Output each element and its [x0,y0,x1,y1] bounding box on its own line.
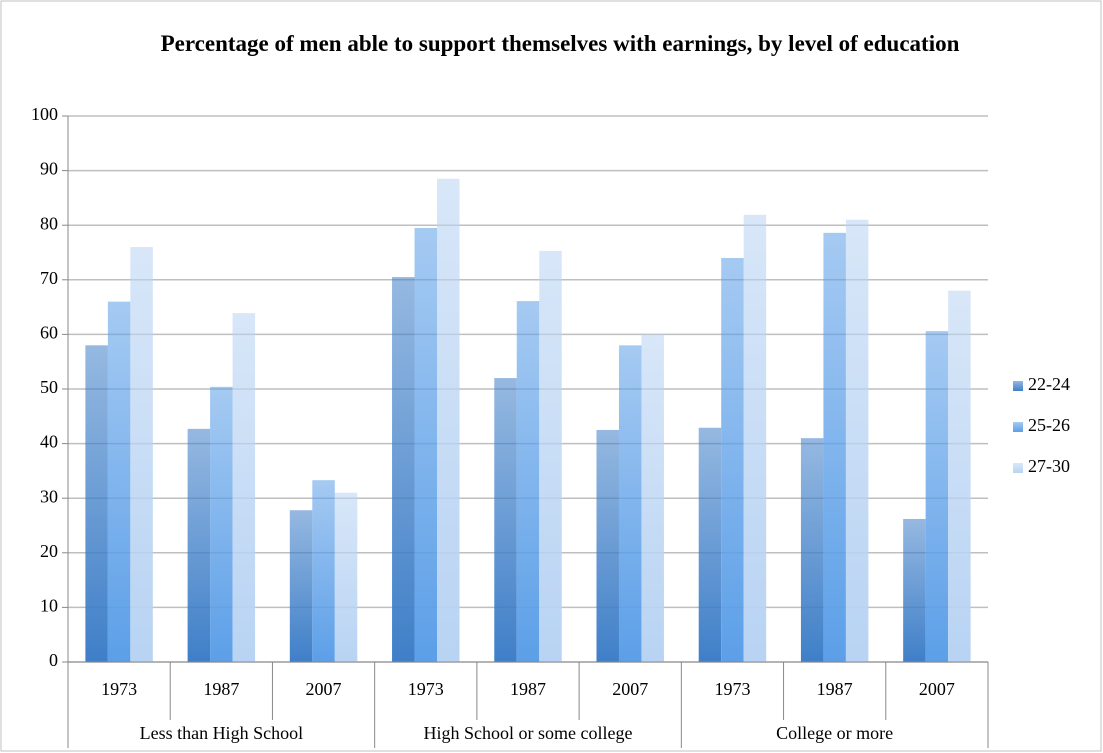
bar [948,290,971,662]
bar [539,250,562,662]
legend-label: 27-30 [1028,456,1070,476]
bar [130,247,153,663]
x-tick-label: 1973 [408,679,444,699]
legend-label: 22-24 [1028,374,1070,394]
bar [414,227,438,662]
bar [618,345,642,662]
bar [312,480,335,662]
legend-swatch [1013,381,1023,391]
y-tick-label: 40 [40,432,58,452]
bar [641,334,664,662]
bar [925,331,949,662]
bar [232,313,256,662]
bar [903,518,926,662]
legend-swatch [1013,422,1023,432]
y-tick-label: 20 [40,541,58,561]
bar [596,429,619,662]
y-tick-label: 90 [40,159,58,179]
y-tick-label: 0 [49,650,58,670]
bar [289,510,313,662]
bar [743,214,767,663]
x-tick-label: 1987 [817,679,853,699]
y-tick-label: 50 [40,377,58,397]
bar [823,232,846,662]
bar [437,178,460,663]
y-tick-label: 100 [31,104,58,124]
legend-swatch [1013,463,1023,473]
bar [85,345,108,662]
group-label: Less than High School [140,723,304,743]
y-tick-label: 70 [40,268,58,288]
bar [210,386,233,662]
y-tick-label: 80 [40,213,58,233]
bar [334,492,358,662]
bar [392,277,415,662]
y-tick-label: 60 [40,323,58,343]
y-tick-label: 30 [40,486,58,506]
x-tick-label: 1987 [203,679,239,699]
x-tick-label: 1987 [510,679,546,699]
chart-title: Percentage of men able to support themse… [160,31,960,56]
group-label: High School or some college [424,723,633,743]
x-tick-label: 1973 [101,679,137,699]
x-tick-label: 2007 [919,679,955,699]
bar [721,257,744,662]
x-tick-label: 2007 [306,679,342,699]
bar [494,378,517,662]
bar [516,301,540,662]
bar [845,219,869,663]
bar [107,301,131,662]
y-tick-label: 10 [40,596,58,616]
group-label: College or more [776,723,893,743]
x-tick-label: 1973 [714,679,750,699]
legend-label: 25-26 [1028,415,1070,435]
bar [698,427,722,662]
bar [800,438,824,662]
x-tick-label: 2007 [612,679,648,699]
bar [187,428,211,662]
